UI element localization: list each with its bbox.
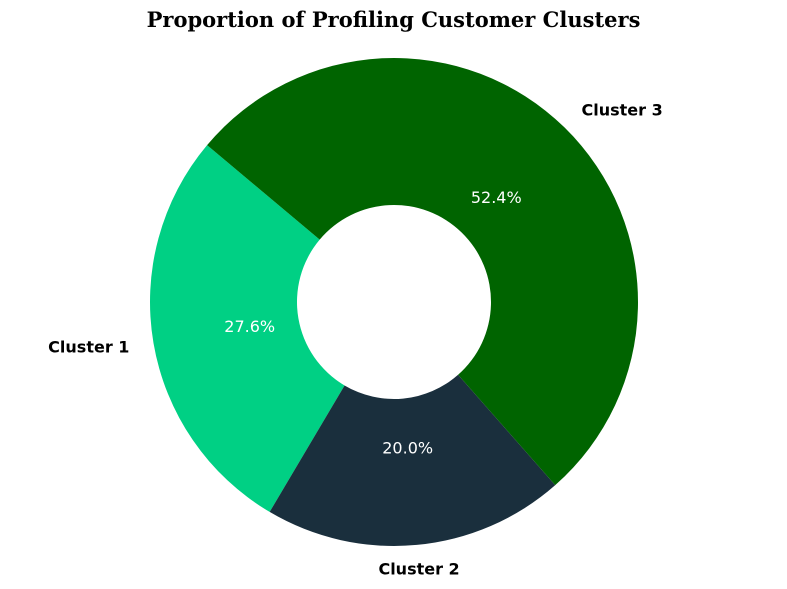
percent-label-cluster-1: 27.6% [224, 317, 275, 336]
slice-cluster-1 [149, 145, 345, 512]
donut-labels: 27.6% Cluster 1 20.0% Cluster 2 52.4% Cluster… [48, 100, 663, 578]
percent-label-cluster-3: 52.4% [471, 188, 522, 207]
category-label-cluster-2: Cluster 2 [378, 560, 459, 579]
category-label-cluster-3: Cluster 3 [582, 100, 663, 119]
category-label-cluster-1: Cluster 1 [48, 338, 129, 357]
donut-slices [149, 57, 639, 546]
slice-cluster-3 [207, 57, 639, 486]
slice-cluster-2 [269, 374, 556, 546]
chart-title: Proportion of Profiling Customer Cluster… [147, 7, 641, 32]
percent-label-cluster-2: 20.0% [382, 438, 433, 457]
